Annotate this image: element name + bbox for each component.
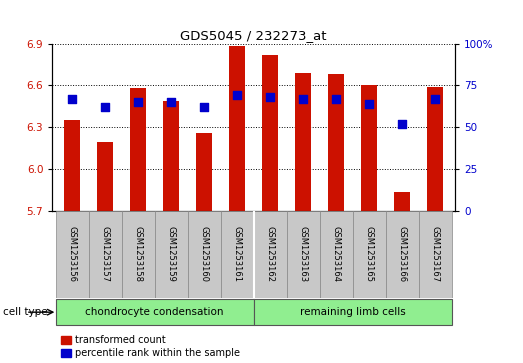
Point — [233, 93, 241, 98]
Point — [68, 96, 76, 102]
Bar — [328, 74, 345, 211]
Point — [200, 104, 208, 110]
Point — [167, 99, 175, 105]
Bar — [427, 87, 444, 211]
Bar — [130, 88, 146, 211]
Text: GSM1253167: GSM1253167 — [431, 226, 440, 282]
Text: GSM1253163: GSM1253163 — [299, 226, 308, 282]
Text: GSM1253156: GSM1253156 — [67, 226, 76, 282]
Bar — [55, 299, 254, 325]
Bar — [97, 142, 113, 211]
Point — [365, 101, 373, 107]
Point — [299, 96, 308, 102]
Text: chondrocyte condensation: chondrocyte condensation — [85, 307, 224, 317]
Bar — [254, 211, 287, 298]
Point — [134, 99, 142, 105]
Bar — [287, 211, 320, 298]
Point — [398, 121, 406, 127]
Text: GSM1253160: GSM1253160 — [200, 226, 209, 282]
Bar — [221, 211, 254, 298]
Bar — [262, 55, 278, 211]
Bar — [385, 211, 419, 298]
Text: GSM1253161: GSM1253161 — [233, 226, 242, 282]
Point — [332, 96, 340, 102]
Text: GSM1253164: GSM1253164 — [332, 226, 340, 282]
Bar — [229, 46, 245, 211]
Point — [431, 96, 439, 102]
Text: GSM1253157: GSM1253157 — [100, 226, 110, 282]
Title: GDS5045 / 232273_at: GDS5045 / 232273_at — [180, 29, 327, 42]
Bar — [394, 192, 411, 211]
Bar — [295, 73, 311, 211]
Bar — [64, 120, 81, 211]
Text: GSM1253165: GSM1253165 — [365, 226, 374, 282]
Bar — [353, 211, 385, 298]
Text: GSM1253158: GSM1253158 — [133, 226, 143, 282]
Bar — [196, 132, 212, 211]
Text: GSM1253159: GSM1253159 — [167, 226, 176, 282]
Bar — [163, 101, 179, 211]
Bar — [320, 211, 353, 298]
Bar — [88, 211, 122, 298]
Legend: transformed count, percentile rank within the sample: transformed count, percentile rank withi… — [57, 331, 244, 362]
Bar — [55, 211, 88, 298]
Bar — [155, 211, 188, 298]
Text: remaining limb cells: remaining limb cells — [300, 307, 405, 317]
Point — [266, 94, 275, 100]
Bar — [122, 211, 155, 298]
Text: GSM1253166: GSM1253166 — [397, 226, 407, 282]
Bar — [254, 299, 452, 325]
Bar — [361, 85, 378, 211]
Bar — [419, 211, 452, 298]
Point — [101, 104, 109, 110]
Text: cell type: cell type — [3, 307, 47, 317]
Text: GSM1253162: GSM1253162 — [266, 226, 275, 282]
Bar — [188, 211, 221, 298]
